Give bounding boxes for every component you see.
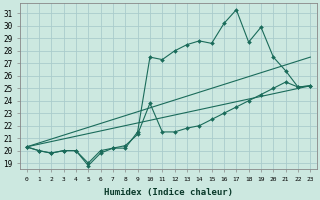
X-axis label: Humidex (Indice chaleur): Humidex (Indice chaleur) [104,188,233,197]
